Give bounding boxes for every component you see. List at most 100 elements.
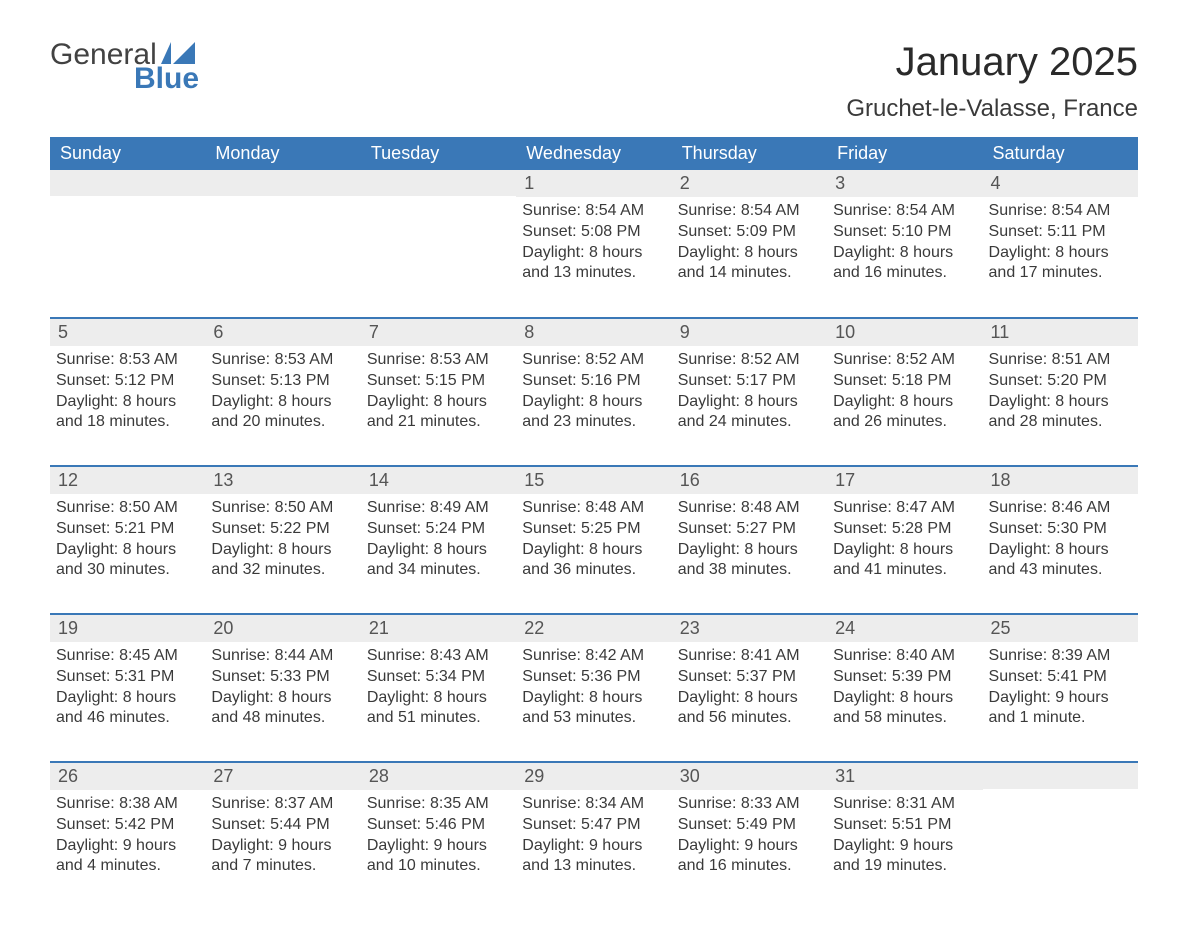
day-info: Sunrise: 8:54 AMSunset: 5:08 PMDaylight:… (516, 197, 671, 288)
daylight-text: Daylight: 8 hours and 23 minutes. (522, 392, 665, 434)
day-info: Sunrise: 8:54 AMSunset: 5:09 PMDaylight:… (672, 197, 827, 288)
sunset-text: Sunset: 5:49 PM (678, 815, 821, 836)
calendar-week-row: 26Sunrise: 8:38 AMSunset: 5:42 PMDayligh… (50, 762, 1138, 910)
sunrise-text: Sunrise: 8:42 AM (522, 646, 665, 667)
daylight-text: Daylight: 9 hours and 16 minutes. (678, 836, 821, 878)
sunrise-text: Sunrise: 8:34 AM (522, 794, 665, 815)
sunset-text: Sunset: 5:10 PM (833, 222, 976, 243)
sunrise-text: Sunrise: 8:37 AM (211, 794, 354, 815)
sunset-text: Sunset: 5:15 PM (367, 371, 510, 392)
daylight-text: Daylight: 8 hours and 26 minutes. (833, 392, 976, 434)
day-info: Sunrise: 8:33 AMSunset: 5:49 PMDaylight:… (672, 790, 827, 881)
sunrise-text: Sunrise: 8:50 AM (211, 498, 354, 519)
sunset-text: Sunset: 5:46 PM (367, 815, 510, 836)
day-number (361, 170, 516, 196)
day-info: Sunrise: 8:40 AMSunset: 5:39 PMDaylight:… (827, 642, 982, 733)
sunset-text: Sunset: 5:08 PM (522, 222, 665, 243)
sunset-text: Sunset: 5:11 PM (989, 222, 1132, 243)
sunrise-text: Sunrise: 8:53 AM (56, 350, 199, 371)
sunset-text: Sunset: 5:34 PM (367, 667, 510, 688)
day-number: 23 (672, 615, 827, 642)
daylight-text: Daylight: 9 hours and 19 minutes. (833, 836, 976, 878)
day-info: Sunrise: 8:54 AMSunset: 5:11 PMDaylight:… (983, 197, 1138, 288)
day-info: Sunrise: 8:51 AMSunset: 5:20 PMDaylight:… (983, 346, 1138, 437)
calendar-table: Sunday Monday Tuesday Wednesday Thursday… (50, 137, 1138, 910)
sunrise-text: Sunrise: 8:35 AM (367, 794, 510, 815)
sunset-text: Sunset: 5:22 PM (211, 519, 354, 540)
calendar-cell: 15Sunrise: 8:48 AMSunset: 5:25 PMDayligh… (516, 466, 671, 614)
day-number: 6 (205, 319, 360, 346)
daylight-text: Daylight: 8 hours and 56 minutes. (678, 688, 821, 730)
sunset-text: Sunset: 5:20 PM (989, 371, 1132, 392)
sunset-text: Sunset: 5:36 PM (522, 667, 665, 688)
sunrise-text: Sunrise: 8:39 AM (989, 646, 1132, 667)
day-number: 17 (827, 467, 982, 494)
daylight-text: Daylight: 8 hours and 28 minutes. (989, 392, 1132, 434)
daylight-text: Daylight: 8 hours and 20 minutes. (211, 392, 354, 434)
day-info: Sunrise: 8:52 AMSunset: 5:18 PMDaylight:… (827, 346, 982, 437)
calendar-cell: 18Sunrise: 8:46 AMSunset: 5:30 PMDayligh… (983, 466, 1138, 614)
sunrise-text: Sunrise: 8:51 AM (989, 350, 1132, 371)
calendar-cell: 11Sunrise: 8:51 AMSunset: 5:20 PMDayligh… (983, 318, 1138, 466)
calendar-cell: 5Sunrise: 8:53 AMSunset: 5:12 PMDaylight… (50, 318, 205, 466)
sunrise-text: Sunrise: 8:38 AM (56, 794, 199, 815)
location-label: Gruchet-le-Valasse, France (846, 95, 1138, 123)
sunrise-text: Sunrise: 8:52 AM (833, 350, 976, 371)
sunset-text: Sunset: 5:27 PM (678, 519, 821, 540)
day-number: 2 (672, 170, 827, 197)
calendar-cell: 6Sunrise: 8:53 AMSunset: 5:13 PMDaylight… (205, 318, 360, 466)
day-number: 16 (672, 467, 827, 494)
daylight-text: Daylight: 8 hours and 17 minutes. (989, 243, 1132, 285)
day-number: 26 (50, 763, 205, 790)
daylight-text: Daylight: 8 hours and 24 minutes. (678, 392, 821, 434)
daylight-text: Daylight: 8 hours and 14 minutes. (678, 243, 821, 285)
daylight-text: Daylight: 8 hours and 41 minutes. (833, 540, 976, 582)
day-info: Sunrise: 8:43 AMSunset: 5:34 PMDaylight:… (361, 642, 516, 733)
day-info: Sunrise: 8:49 AMSunset: 5:24 PMDaylight:… (361, 494, 516, 585)
day-number: 28 (361, 763, 516, 790)
sunrise-text: Sunrise: 8:54 AM (833, 201, 976, 222)
day-number: 30 (672, 763, 827, 790)
day-number: 5 (50, 319, 205, 346)
calendar-cell: 10Sunrise: 8:52 AMSunset: 5:18 PMDayligh… (827, 318, 982, 466)
calendar-cell: 27Sunrise: 8:37 AMSunset: 5:44 PMDayligh… (205, 762, 360, 910)
day-number: 14 (361, 467, 516, 494)
sunrise-text: Sunrise: 8:54 AM (678, 201, 821, 222)
day-number: 11 (983, 319, 1138, 346)
calendar-cell (983, 762, 1138, 910)
sunset-text: Sunset: 5:28 PM (833, 519, 976, 540)
day-number: 21 (361, 615, 516, 642)
day-info: Sunrise: 8:48 AMSunset: 5:27 PMDaylight:… (672, 494, 827, 585)
calendar-week-row: 12Sunrise: 8:50 AMSunset: 5:21 PMDayligh… (50, 466, 1138, 614)
day-number: 29 (516, 763, 671, 790)
day-info: Sunrise: 8:46 AMSunset: 5:30 PMDaylight:… (983, 494, 1138, 585)
day-info: Sunrise: 8:44 AMSunset: 5:33 PMDaylight:… (205, 642, 360, 733)
day-number: 13 (205, 467, 360, 494)
daylight-text: Daylight: 8 hours and 30 minutes. (56, 540, 199, 582)
calendar-cell: 3Sunrise: 8:54 AMSunset: 5:10 PMDaylight… (827, 170, 982, 318)
day-number (983, 763, 1138, 789)
day-info: Sunrise: 8:41 AMSunset: 5:37 PMDaylight:… (672, 642, 827, 733)
daylight-text: Daylight: 9 hours and 4 minutes. (56, 836, 199, 878)
calendar-cell: 8Sunrise: 8:52 AMSunset: 5:16 PMDaylight… (516, 318, 671, 466)
daylight-text: Daylight: 8 hours and 48 minutes. (211, 688, 354, 730)
logo: General Blue (50, 40, 199, 94)
daylight-text: Daylight: 8 hours and 46 minutes. (56, 688, 199, 730)
sunrise-text: Sunrise: 8:52 AM (522, 350, 665, 371)
day-number: 24 (827, 615, 982, 642)
calendar-cell: 20Sunrise: 8:44 AMSunset: 5:33 PMDayligh… (205, 614, 360, 762)
header: General Blue January 2025 Gruchet-le-Val… (50, 40, 1138, 129)
weekday-header: Tuesday (361, 137, 516, 170)
calendar-cell: 14Sunrise: 8:49 AMSunset: 5:24 PMDayligh… (361, 466, 516, 614)
sunrise-text: Sunrise: 8:45 AM (56, 646, 199, 667)
sunset-text: Sunset: 5:17 PM (678, 371, 821, 392)
day-number: 8 (516, 319, 671, 346)
calendar-cell: 4Sunrise: 8:54 AMSunset: 5:11 PMDaylight… (983, 170, 1138, 318)
calendar-cell: 24Sunrise: 8:40 AMSunset: 5:39 PMDayligh… (827, 614, 982, 762)
sunset-text: Sunset: 5:41 PM (989, 667, 1132, 688)
sunrise-text: Sunrise: 8:52 AM (678, 350, 821, 371)
sunrise-text: Sunrise: 8:48 AM (678, 498, 821, 519)
daylight-text: Daylight: 9 hours and 1 minute. (989, 688, 1132, 730)
calendar-cell: 23Sunrise: 8:41 AMSunset: 5:37 PMDayligh… (672, 614, 827, 762)
day-number (50, 170, 205, 196)
